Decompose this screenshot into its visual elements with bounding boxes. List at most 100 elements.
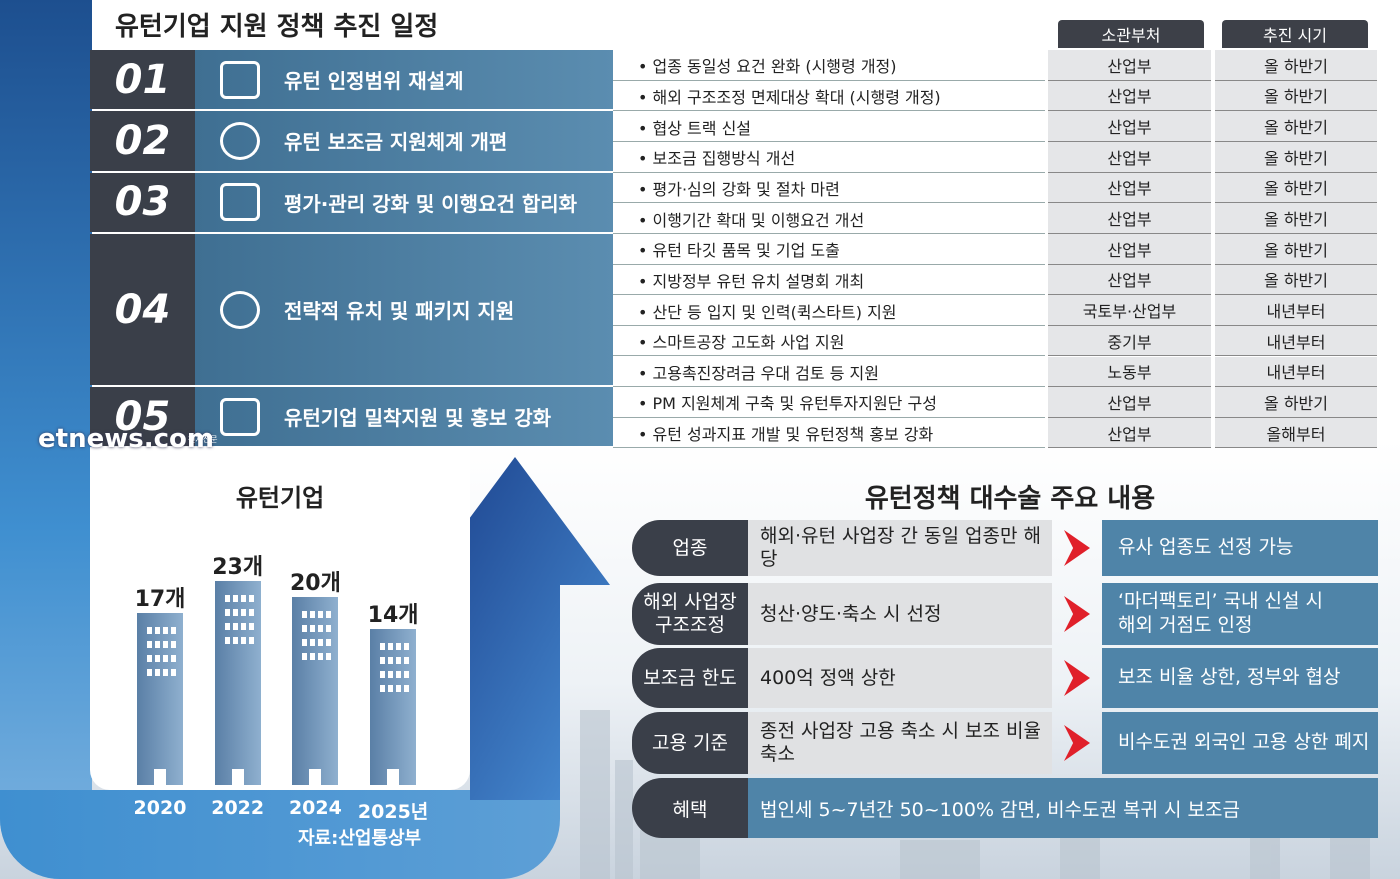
bar (370, 629, 417, 785)
group-band (195, 50, 613, 110)
group-icon (220, 121, 260, 160)
item-text: • 지방정부 유턴 유치 설명회 개최 (638, 271, 865, 291)
group-icon (220, 397, 260, 436)
window (318, 639, 324, 646)
row-label: 고용 기준 (632, 712, 748, 774)
before-line: 종전 사업장 고용 축소 시 보조 비율 (760, 720, 1041, 743)
item-text: • 보조금 집행방식 개선 (638, 149, 796, 169)
timing: 내년부터 (1215, 356, 1377, 388)
row-label-line: 해외 사업장 (643, 591, 737, 614)
item-text: • 해외 구조조정 면제대상 확대 (시행령 개정) (638, 87, 941, 107)
group-number: 04 (90, 233, 195, 386)
item-text: • 고용촉진장려금 우대 검토 등 지원 (638, 363, 879, 383)
window (380, 671, 386, 679)
window (302, 639, 308, 646)
group-icon (220, 183, 260, 222)
group-title: 전략적 유치 및 패키지 지원 (284, 299, 515, 324)
row-label-line: 구조조정 (655, 614, 725, 636)
group-band (195, 172, 613, 232)
after: ‘마더팩토리’ 국내 신설 시 해외 거점도 인정 (1102, 583, 1378, 645)
door (154, 768, 166, 785)
group-title: 평가·관리 강화 및 이행요건 합리화 (284, 191, 578, 216)
window (326, 625, 332, 632)
page-title: 유턴기업 지원 정책 추진 일정 (115, 12, 439, 42)
item-row (613, 203, 1045, 234)
window (147, 627, 152, 635)
window (248, 622, 254, 630)
window (248, 636, 254, 644)
x-tick-label: 2025년 (357, 801, 429, 823)
window (147, 669, 152, 677)
window (388, 685, 394, 693)
before: 청산·양도·축소 시 선정 (748, 583, 1052, 645)
window (232, 608, 238, 616)
timing: 올 하반기 (1215, 172, 1377, 204)
item-text: • 유턴 성과지표 개발 및 유턴정책 홍보 강화 (638, 425, 934, 445)
value-label: 14개 (367, 603, 419, 629)
bar (214, 580, 261, 785)
item-row (613, 141, 1045, 173)
group-title: 유턴기업 밀착지원 및 홍보 강화 (284, 406, 552, 431)
timing: 올 하반기 (1215, 50, 1377, 81)
item-row (613, 264, 1045, 296)
window (163, 627, 168, 635)
ministry: 산업부 (1048, 233, 1211, 265)
window (380, 657, 386, 665)
benefit-label: 혜택 (632, 778, 748, 838)
item-row (613, 356, 1045, 388)
door (387, 768, 400, 785)
window (224, 636, 230, 644)
window (302, 611, 308, 618)
window (155, 655, 160, 663)
window (171, 641, 176, 649)
window (163, 641, 168, 649)
group-band (195, 111, 613, 171)
window (326, 639, 332, 646)
window (396, 657, 402, 665)
after: 유사 업종도 선정 가능 (1102, 520, 1378, 576)
column-header: 소관부처 (1058, 20, 1204, 48)
window (155, 669, 160, 677)
after-line: 보조 비율 상한, 정부와 협상 (1118, 666, 1341, 689)
window (163, 669, 168, 677)
timing: 내년부터 (1215, 325, 1377, 357)
window (310, 611, 316, 618)
item-row (613, 50, 1045, 81)
row-label-line: 보조금 한도 (643, 666, 737, 689)
window (388, 671, 394, 679)
value-label: 20개 (289, 571, 341, 596)
window (240, 636, 246, 644)
left-frame (0, 0, 92, 879)
window (171, 655, 176, 663)
window (310, 653, 316, 660)
row-label-line: 고용 기준 (652, 731, 728, 754)
watermark-logo: etnews.com (38, 424, 214, 454)
window (171, 669, 176, 677)
window (240, 622, 246, 630)
after-line: ‘마더팩토리’ 국내 신설 시 (1118, 590, 1323, 613)
timing: 올 하반기 (1215, 387, 1377, 418)
item-text: • PM 지원체계 구축 및 유턴투자지원단 구성 (638, 394, 937, 414)
ministry: 노동부 (1048, 356, 1211, 388)
before: 400억 정액 상한 (748, 648, 1052, 708)
ministry: 산업부 (1048, 50, 1211, 81)
comparison-title: 유턴정책 대수술 주요 내용 (864, 484, 1156, 514)
item-text: • 업종 동일성 요건 완화 (시행령 개정) (638, 57, 897, 77)
window (147, 641, 152, 649)
window (404, 643, 410, 651)
item-row (613, 172, 1045, 204)
group-number: 03 (90, 172, 195, 232)
item-row (613, 417, 1045, 449)
before: 해외·유턴 사업장 간 동일 업종만 해당 (748, 520, 1052, 576)
group-number: 05 (90, 387, 195, 447)
ministry: 산업부 (1048, 417, 1211, 449)
door (231, 768, 244, 785)
column-header: 추진 시기 (1222, 20, 1368, 48)
item-row (613, 111, 1045, 142)
row-label: 해외 사업장 구조조정 (632, 583, 748, 645)
window (224, 608, 230, 616)
ministry: 산업부 (1048, 172, 1211, 204)
window (380, 643, 386, 651)
timing: 내년부터 (1215, 295, 1377, 326)
